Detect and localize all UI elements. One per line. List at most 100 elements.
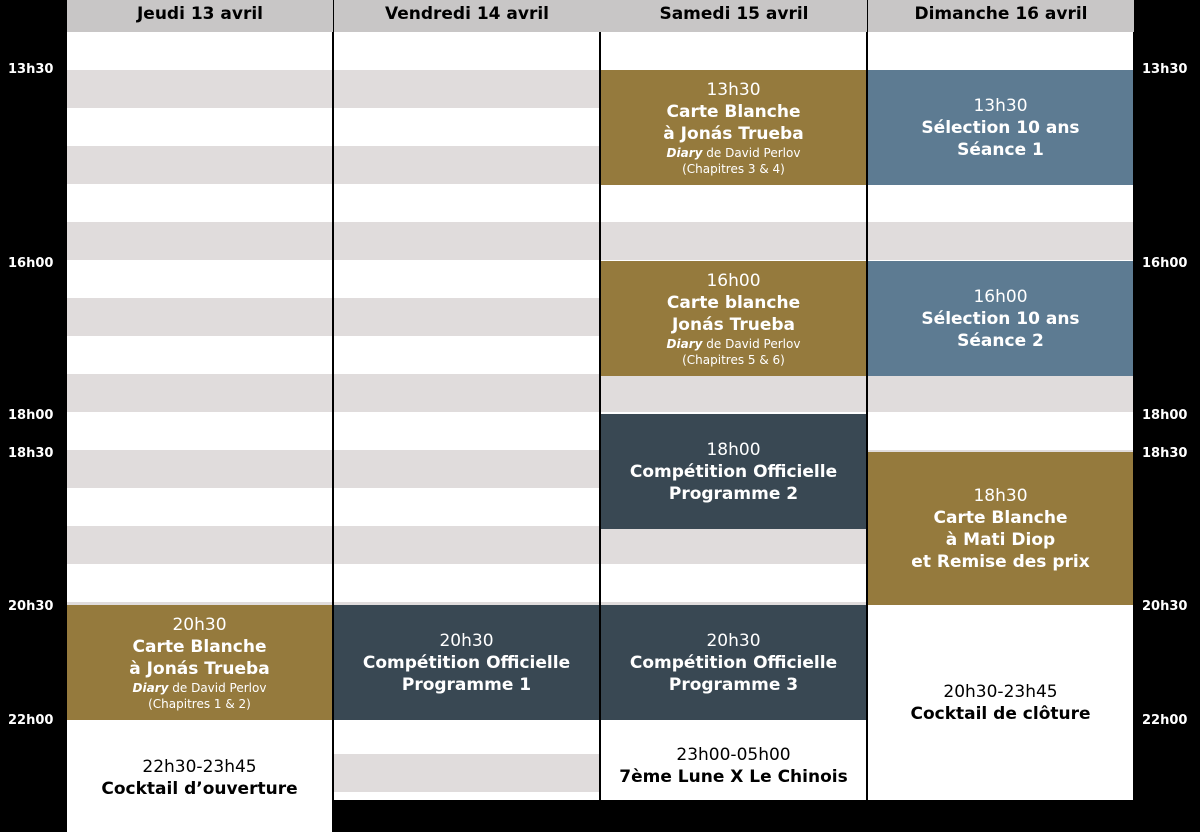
schedule-stripe bbox=[334, 260, 599, 298]
event-title: Compétition Officielle bbox=[362, 652, 571, 673]
event-time: 23h00-05h00 bbox=[676, 745, 791, 765]
day-header-friday: Vendredi 14 avril bbox=[334, 0, 600, 32]
time-label: 22h00 bbox=[1142, 713, 1188, 728]
schedule-stripe bbox=[334, 526, 599, 564]
event-block[interactable]: 20h30 Compétition Officielle Programme 3 bbox=[601, 605, 866, 720]
event-title: Séance 1 bbox=[957, 139, 1044, 160]
event-title: Carte blanche bbox=[666, 292, 801, 313]
schedule-stripe bbox=[67, 184, 332, 222]
day-header-sunday: Dimanche 16 avril bbox=[868, 0, 1134, 32]
schedule-stripe bbox=[334, 374, 599, 412]
day-header-thursday: Jeudi 13 avril bbox=[67, 0, 333, 32]
schedule-stripe bbox=[334, 564, 599, 602]
event-chapters: (Chapitres 3 & 4) bbox=[682, 161, 785, 176]
film-title: Diary bbox=[132, 680, 169, 695]
event-block[interactable]: 18h30 Carte Blanche à Mati Diop et Remis… bbox=[868, 452, 1133, 605]
event-chapters: (Chapitres 5 & 6) bbox=[682, 352, 785, 367]
event-time: 20h30 bbox=[172, 614, 227, 635]
event-title: Carte Blanche bbox=[666, 101, 801, 122]
time-label: 16h00 bbox=[1142, 256, 1188, 271]
event-time: 20h30 bbox=[706, 630, 761, 651]
event-title: Compétition Officielle bbox=[629, 461, 838, 482]
event-time: 13h30 bbox=[706, 79, 761, 100]
event-title: Programme 1 bbox=[401, 674, 532, 695]
event-block[interactable]: 16h00 Carte blanche Jonás Trueba Diary d… bbox=[601, 261, 866, 376]
schedule-stripe bbox=[601, 374, 866, 412]
film-author: de David Perlov bbox=[702, 145, 801, 160]
schedule-stripe bbox=[67, 108, 332, 146]
schedule-stripe bbox=[67, 412, 332, 450]
event-title: Sélection 10 ans bbox=[921, 308, 1080, 329]
schedule-stripe bbox=[67, 260, 332, 298]
event-time: 20h30-23h45 bbox=[943, 681, 1058, 702]
event-title: Carte Blanche bbox=[933, 507, 1068, 528]
event-title: à Jonás Trueba bbox=[129, 658, 270, 679]
event-title: Jonás Trueba bbox=[671, 314, 795, 335]
schedule-stripe bbox=[601, 564, 866, 602]
schedule-stripe bbox=[334, 754, 599, 792]
schedule-stripe bbox=[67, 488, 332, 526]
event-title: Compétition Officielle bbox=[629, 652, 838, 673]
event-title: Programme 3 bbox=[668, 674, 799, 695]
event-title: et Remise des prix bbox=[911, 551, 1090, 572]
event-title: Séance 2 bbox=[957, 330, 1044, 351]
event-block[interactable]: 22h30-23h45 Cocktail d’ouverture bbox=[67, 722, 332, 832]
event-title: Programme 2 bbox=[668, 483, 799, 504]
event-block[interactable]: 16h00 Sélection 10 ans Séance 2 bbox=[868, 261, 1133, 376]
schedule-stripe bbox=[334, 412, 599, 450]
event-title: Sélection 10 ans bbox=[921, 117, 1080, 138]
film-title: Diary bbox=[666, 145, 703, 160]
schedule-stripe bbox=[67, 222, 332, 260]
event-block[interactable]: 18h00 Compétition Officielle Programme 2 bbox=[601, 414, 866, 529]
time-label: 20h30 bbox=[1142, 599, 1188, 614]
time-label: 16h00 bbox=[8, 256, 54, 271]
event-time: 16h00 bbox=[706, 270, 761, 291]
schedule-stripe bbox=[601, 32, 866, 70]
film-title: Diary bbox=[666, 336, 703, 351]
schedule-stripe bbox=[334, 32, 599, 70]
event-block[interactable]: 13h30 Sélection 10 ans Séance 1 bbox=[868, 70, 1133, 185]
schedule-stripe bbox=[868, 374, 1133, 412]
schedule-stripe bbox=[67, 374, 332, 412]
schedule-stripe bbox=[334, 184, 599, 222]
film-author: de David Perlov bbox=[168, 680, 267, 695]
schedule-stripe bbox=[334, 108, 599, 146]
time-label: 18h30 bbox=[1142, 446, 1188, 461]
time-label: 13h30 bbox=[1142, 62, 1188, 77]
schedule-stripe bbox=[334, 222, 599, 260]
schedule-stripe bbox=[67, 526, 332, 564]
event-chapters: (Chapitres 1 & 2) bbox=[148, 696, 251, 711]
event-title: Cocktail de clôture bbox=[910, 703, 1091, 724]
event-title: à Jonás Trueba bbox=[663, 123, 804, 144]
schedule-stripe bbox=[67, 564, 332, 602]
event-block[interactable]: 23h00-05h00 7ème Lune X Le Chinois bbox=[601, 722, 866, 800]
day-header-saturday: Samedi 15 avril bbox=[601, 0, 867, 32]
event-title: Cocktail d’ouverture bbox=[101, 779, 298, 799]
event-block[interactable]: 20h30 Compétition Officielle Programme 1 bbox=[334, 605, 599, 720]
event-block[interactable]: 20h30 Carte Blanche à Jonás Trueba Diary… bbox=[67, 605, 332, 720]
time-label: 22h00 bbox=[8, 713, 54, 728]
schedule-stripe bbox=[601, 526, 866, 564]
event-block[interactable]: 20h30-23h45 Cocktail de clôture bbox=[868, 605, 1133, 800]
schedule-stripe bbox=[67, 146, 332, 184]
time-label: 13h30 bbox=[8, 62, 54, 77]
schedule-stripe bbox=[601, 222, 866, 260]
event-subtitle: Diary de David Perlov bbox=[667, 336, 801, 352]
schedule-stripe bbox=[334, 716, 599, 754]
event-time: 22h30-23h45 bbox=[142, 757, 257, 777]
schedule-stripe bbox=[868, 184, 1133, 222]
event-title: Carte Blanche bbox=[132, 636, 267, 657]
schedule-stripe bbox=[67, 70, 332, 108]
event-block[interactable]: 13h30 Carte Blanche à Jonás Trueba Diary… bbox=[601, 70, 866, 185]
event-title: à Mati Diop bbox=[945, 529, 1056, 550]
time-label: 20h30 bbox=[8, 599, 54, 614]
schedule-stripe bbox=[67, 336, 332, 374]
film-author: de David Perlov bbox=[702, 336, 801, 351]
schedule-stripe bbox=[67, 298, 332, 336]
schedule-stripe bbox=[334, 488, 599, 526]
event-time: 16h00 bbox=[973, 286, 1028, 307]
schedule-stripe bbox=[868, 32, 1133, 70]
event-time: 13h30 bbox=[973, 95, 1028, 116]
schedule-stripe bbox=[334, 70, 599, 108]
time-label: 18h30 bbox=[8, 446, 54, 461]
